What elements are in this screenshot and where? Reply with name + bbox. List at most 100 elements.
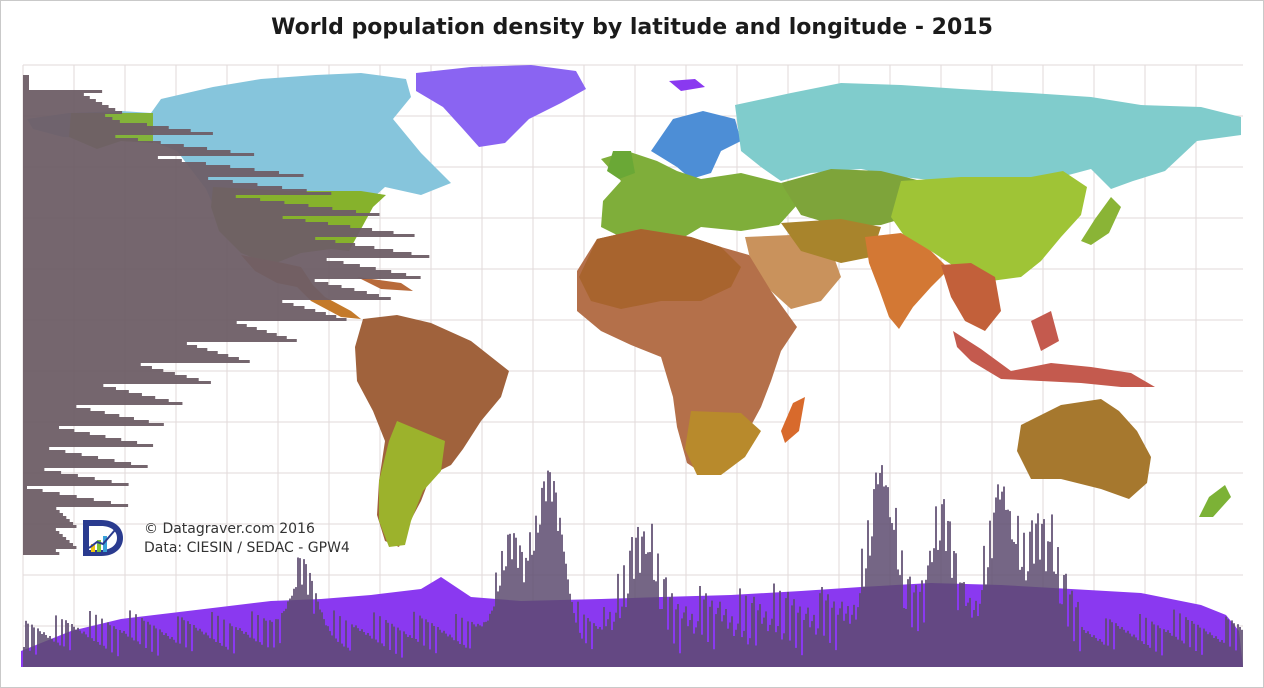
- longitude-bar: [1207, 634, 1209, 667]
- longitude-bar: [465, 647, 467, 667]
- latitude-bar: [23, 282, 329, 285]
- longitude-bar: [131, 637, 133, 667]
- latitude-bar: [23, 471, 62, 474]
- longitude-bar: [205, 632, 207, 667]
- latitude-bar: [23, 207, 333, 210]
- longitude-bar: [1087, 631, 1089, 667]
- longitude-bar: [1171, 635, 1173, 667]
- longitude-bar: [151, 651, 153, 667]
- longitude-bar: [635, 537, 637, 667]
- longitude-bar: [113, 626, 115, 667]
- longitude-bar: [1151, 621, 1153, 667]
- latitude-bar: [23, 222, 329, 225]
- longitude-bar: [897, 569, 899, 667]
- longitude-bar: [1023, 532, 1025, 667]
- longitude-bar: [879, 473, 881, 667]
- longitude-bar: [633, 578, 635, 667]
- longitude-bar: [1227, 619, 1229, 667]
- longitude-bar: [219, 643, 221, 667]
- longitude-bar: [675, 609, 677, 667]
- longitude-bar: [269, 620, 271, 667]
- longitude-bar: [1199, 627, 1201, 667]
- longitude-bar: [821, 586, 823, 667]
- longitude-bar: [531, 554, 533, 667]
- longitude-bar: [29, 650, 31, 667]
- longitude-bar: [1213, 638, 1215, 667]
- longitude-bar: [73, 626, 75, 667]
- longitude-bar: [1075, 607, 1077, 667]
- latitude-bar: [23, 75, 29, 78]
- longitude-bar: [867, 520, 869, 667]
- longitude-bar: [639, 572, 641, 667]
- longitude-bar: [857, 607, 859, 667]
- longitude-bar: [437, 627, 439, 667]
- longitude-bar: [367, 632, 369, 667]
- latitude-bar: [23, 174, 304, 177]
- longitude-bar: [975, 600, 977, 667]
- latitude-bar: [23, 510, 60, 513]
- longitude-bar: [661, 609, 663, 667]
- latitude-bar: [23, 249, 394, 252]
- longitude-bar: [847, 606, 849, 667]
- longitude-bar: [709, 606, 711, 667]
- longitude-bar: [27, 623, 29, 667]
- longitude-bar: [409, 635, 411, 667]
- latitude-bar: [23, 453, 82, 456]
- latitude-bar: [23, 375, 187, 378]
- latitude-bar: [23, 432, 90, 435]
- longitude-bar: [357, 628, 359, 667]
- latitude-bar: [23, 135, 116, 138]
- latitude-bar: [23, 129, 191, 132]
- longitude-bar: [779, 590, 781, 667]
- longitude-bar: [823, 635, 825, 667]
- longitude-bar: [445, 633, 447, 667]
- longitude-bar: [121, 632, 123, 667]
- longitude-bar: [703, 599, 705, 667]
- longitude-bar: [389, 650, 391, 667]
- longitude-bar: [949, 521, 951, 667]
- latitude-bar: [23, 390, 129, 393]
- longitude-bar: [929, 550, 931, 667]
- longitude-bar: [225, 646, 227, 667]
- longitude-bar: [967, 602, 969, 667]
- longitude-bar: [951, 577, 953, 667]
- longitude-bar: [571, 601, 573, 667]
- longitude-bar: [341, 643, 343, 667]
- longitude-bar: [819, 593, 821, 667]
- longitude-bar: [467, 621, 469, 667]
- longitude-bar: [495, 572, 497, 667]
- longitude-bar: [869, 555, 871, 667]
- latitude-bar: [23, 192, 332, 195]
- longitude-bar: [35, 654, 37, 667]
- longitude-bar: [237, 629, 239, 667]
- longitude-bar: [363, 631, 365, 667]
- longitude-bar: [145, 648, 147, 667]
- latitude-bar: [23, 285, 342, 288]
- longitude-bar: [585, 643, 587, 667]
- latitude-bar: [23, 177, 209, 180]
- longitude-bar: [977, 616, 979, 667]
- longitude-bar: [211, 612, 213, 667]
- longitude-bar: [199, 628, 201, 667]
- longitude-bar: [79, 630, 81, 667]
- longitude-bar: [683, 612, 685, 667]
- longitude-bar: [865, 568, 867, 667]
- longitude-bar: [129, 610, 131, 667]
- longitude-bar: [981, 590, 983, 667]
- longitude-bar: [551, 501, 553, 667]
- latitude-bar: [23, 234, 415, 237]
- longitude-bar: [715, 614, 717, 667]
- longitude-bar: [747, 644, 749, 667]
- longitude-bar: [215, 642, 217, 667]
- longitude-bar: [1223, 642, 1225, 667]
- longitude-bar: [1081, 626, 1083, 667]
- longitude-bar: [291, 595, 293, 667]
- longitude-bar: [853, 604, 855, 667]
- longitude-bar: [529, 532, 531, 667]
- latitude-bar: [23, 297, 391, 300]
- longitude-bar: [177, 616, 179, 667]
- longitude-bar: [979, 603, 981, 667]
- longitude-bar: [1159, 628, 1161, 667]
- longitude-bar: [535, 515, 537, 667]
- australia: [1017, 399, 1151, 499]
